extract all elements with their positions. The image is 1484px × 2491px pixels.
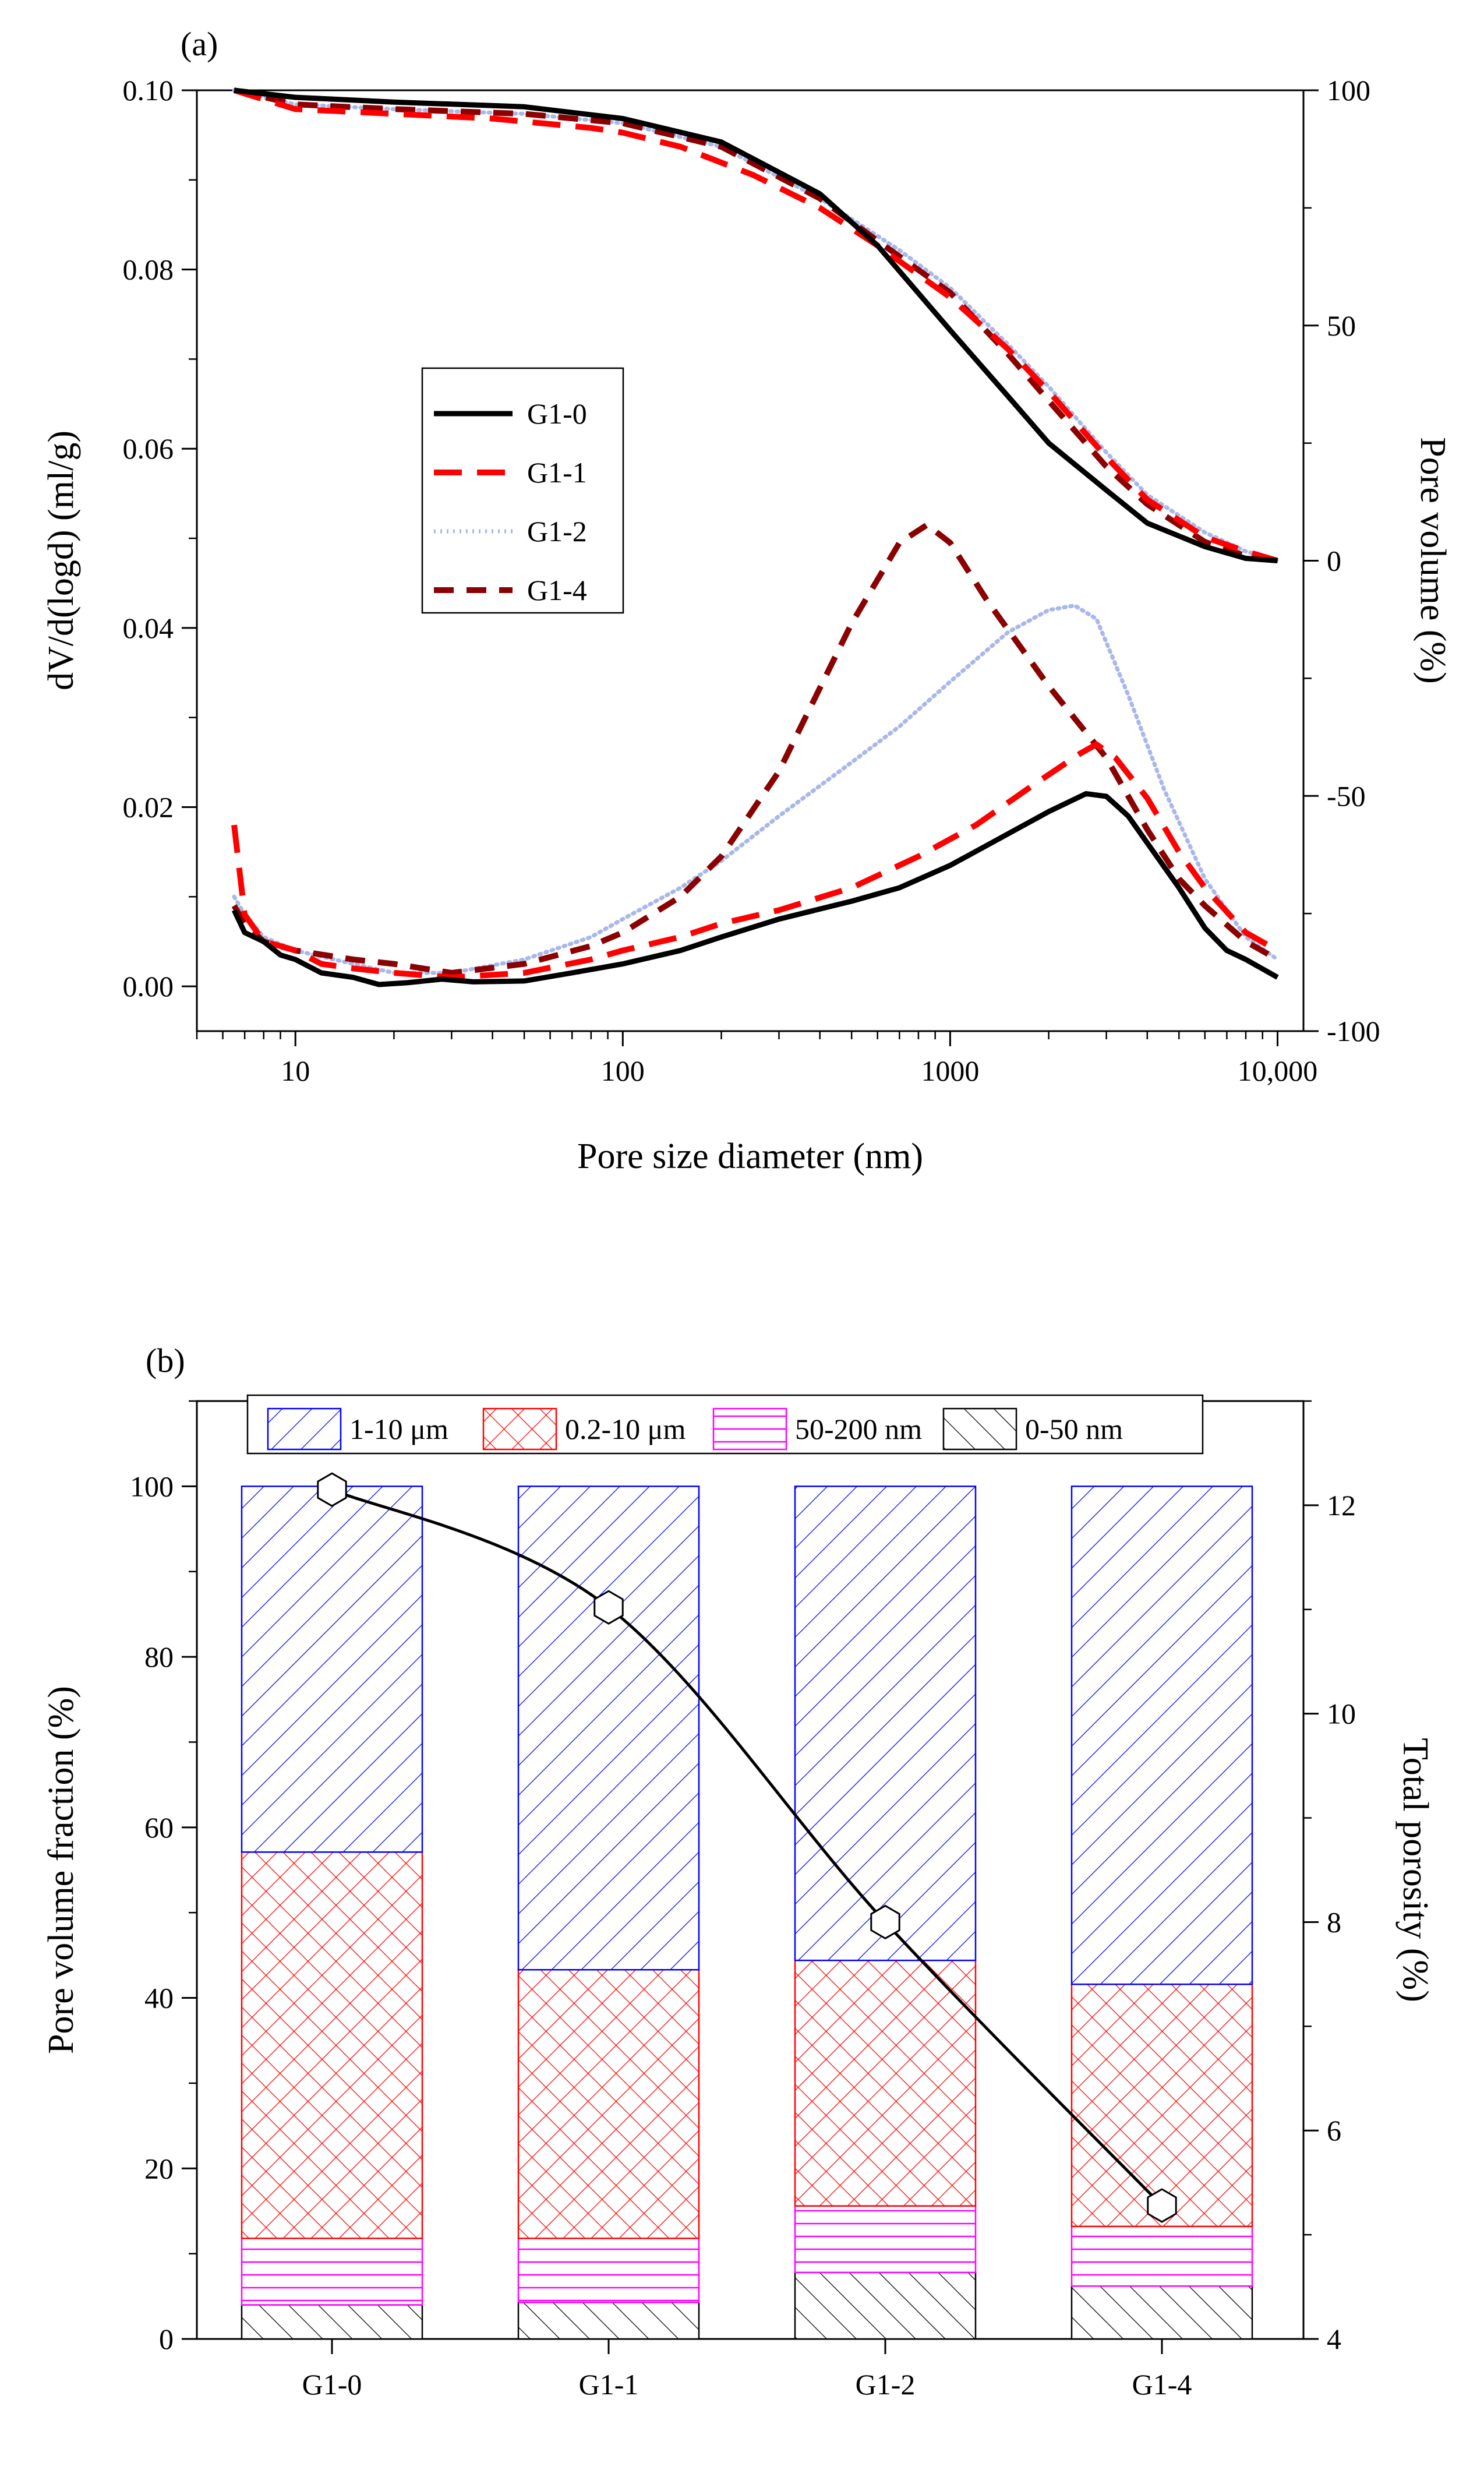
y-tick-label: 0 — [159, 2323, 174, 2355]
bar-g1-0-horizontal — [241, 2238, 423, 2306]
series-g1-2-cumulative-line — [232, 88, 1280, 563]
y-tick-label: 20 — [144, 2152, 174, 2185]
panel-b: (b) G1-0 G1-1 G1-2 G1-4 0 20 40 60 80 100 4 6 8 10 1… — [41, 1342, 1435, 2401]
panel-a-legend: G1-0 G1-1 G1-2 G1-4 — [421, 367, 624, 614]
y2-tick-label: 8 — [1327, 1906, 1341, 1938]
y-tick-label: 80 — [144, 1640, 174, 1673]
panel-a: (a) 10 100 1000 10,000 0.000.020.040.060.08… — [41, 25, 1453, 1176]
bar-g1-0-backslash — [241, 2304, 423, 2340]
panel-b-porosity-line — [317, 1472, 1177, 2223]
bar-g1-1-horizontal — [517, 2238, 700, 2303]
panel-a-y-label: dV/d(logd) (ml/g) — [41, 431, 81, 690]
y-tick-label: 0.02 — [123, 791, 174, 823]
y-tick-label: 60 — [144, 1811, 174, 1844]
panel-a-y2-label: Pore volume (%) — [1413, 437, 1453, 684]
y-tick-label: 40 — [144, 1982, 174, 2014]
bar-g1-4-slash — [1070, 1486, 1253, 1985]
panel-a-y2-axis: -100 -50 0 50 100 — [1303, 74, 1380, 1047]
x-tick-label: 10 — [281, 1054, 310, 1087]
porosity-marker-g1-2 — [870, 1904, 900, 1940]
panel-b-y-axis: 0 20 40 60 80 100 — [130, 1400, 197, 2355]
series-g1-0-cumulative-line — [234, 87, 1278, 563]
y-tick-label: 0.04 — [123, 612, 174, 644]
panel-a-frame — [196, 89, 1305, 1032]
legend-label-horizontal: 50-200 nm — [795, 1413, 922, 1445]
panel-b-x-axis: G1-0 G1-1 G1-2 G1-4 — [302, 2339, 1192, 2401]
bar-g1-0-slash — [241, 1486, 423, 1853]
y2-tick-label: 0 — [1327, 545, 1341, 577]
y2-tick-label: -50 — [1327, 779, 1366, 812]
panel-a-x-axis: 10 100 1000 10,000 — [196, 1031, 1318, 1087]
panel-b-label: (b) — [146, 1342, 185, 1379]
y2-tick-label: 12 — [1327, 1489, 1356, 1522]
series-g1-0-distribution-line — [231, 791, 1279, 987]
bar-g1-2-horizontal — [794, 2205, 977, 2274]
panel-b-legend: 1-10 μm 0.2-10 μm 50-200 nm 0-50 nm — [246, 1394, 1204, 1455]
porosity-marker-g1-0 — [317, 1472, 347, 1507]
bar-g1-1-crosshatch — [517, 1968, 700, 2239]
legend-label-crosshatch: 0.2-10 μm — [565, 1413, 686, 1445]
legend-box — [421, 367, 624, 614]
y2-tick-label: 4 — [1327, 2323, 1341, 2355]
panel-a-series — [231, 87, 1280, 987]
y-tick-label: 0.10 — [123, 74, 174, 107]
bar-g1-4-horizontal — [1070, 2225, 1253, 2287]
x-tick-label: G1-0 — [302, 2368, 362, 2401]
panel-a-label: (a) — [181, 25, 218, 63]
x-tick-label: G1-1 — [579, 2368, 639, 2401]
bar-g1-2-backslash — [794, 2271, 977, 2340]
porosity-marker-g1-1 — [593, 1590, 624, 1625]
legend-label-g1-1: G1-1 — [527, 456, 587, 489]
legend-label-g1-0: G1-0 — [527, 397, 587, 430]
x-tick-label: 1000 — [921, 1054, 979, 1087]
x-tick-label: G1-4 — [1132, 2368, 1192, 2401]
bar-g1-2-slash — [794, 1486, 977, 1961]
legend-swatch-backslash — [942, 1407, 1017, 1451]
bar-g1-4-backslash — [1070, 2285, 1253, 2340]
y2-tick-label: -100 — [1327, 1015, 1380, 1047]
legend-swatch-horizontal — [712, 1407, 787, 1451]
y2-tick-label: 100 — [1327, 74, 1370, 107]
legend-swatch-crosshatch — [482, 1407, 557, 1451]
panel-b-y2-label: Total porosity (%) — [1395, 1738, 1435, 2002]
y2-tick-label: 50 — [1327, 309, 1356, 342]
panel-a-x-label: Pore size diameter (nm) — [577, 1137, 923, 1176]
y-tick-label: 0.00 — [123, 970, 174, 1003]
bar-g1-1-backslash — [517, 2301, 700, 2340]
panel-b-y-label: Pore volume fraction (%) — [41, 1686, 81, 2054]
y-tick-label: 0.08 — [123, 253, 174, 286]
porosity-marker-g1-4 — [1147, 2188, 1177, 2223]
legend-swatch-slash — [267, 1407, 342, 1451]
panel-b-y2-axis: 4 6 8 10 12 — [1303, 1400, 1356, 2355]
series-g1-2-distribution-line — [232, 603, 1280, 975]
series-g1-4-cumulative-line — [233, 87, 1278, 564]
panel-a-y-axis: 0.00 0.02 0.04 0.06 0.08 0.10 — [123, 74, 197, 1003]
legend-label-g1-4: G1-4 — [527, 574, 587, 606]
bar-g1-4-crosshatch — [1070, 1983, 1253, 2228]
porosity-curve — [331, 1488, 1163, 2207]
x-tick-label: 100 — [601, 1054, 645, 1087]
bar-g1-2-crosshatch — [794, 1959, 977, 2207]
series-g1-4-distribution-line — [231, 522, 1279, 976]
bar-g1-0-crosshatch — [241, 1851, 423, 2239]
legend-label-backslash: 0-50 nm — [1025, 1413, 1123, 1445]
y-tick-label: 100 — [130, 1470, 174, 1502]
x-tick-label: 10,000 — [1238, 1054, 1318, 1087]
y-tick-label: 0.06 — [123, 432, 174, 465]
y2-tick-label: 10 — [1327, 1698, 1356, 1730]
legend-label-g1-2: G1-2 — [527, 515, 587, 548]
legend-label-slash: 1-10 μm — [349, 1413, 448, 1445]
bar-g1-1-slash — [517, 1486, 700, 1971]
panel-b-bars — [241, 1486, 1253, 2340]
series-g1-1-cumulative-line — [233, 87, 1278, 564]
y2-tick-label: 6 — [1327, 2114, 1341, 2147]
x-tick-label: G1-2 — [856, 2368, 916, 2401]
